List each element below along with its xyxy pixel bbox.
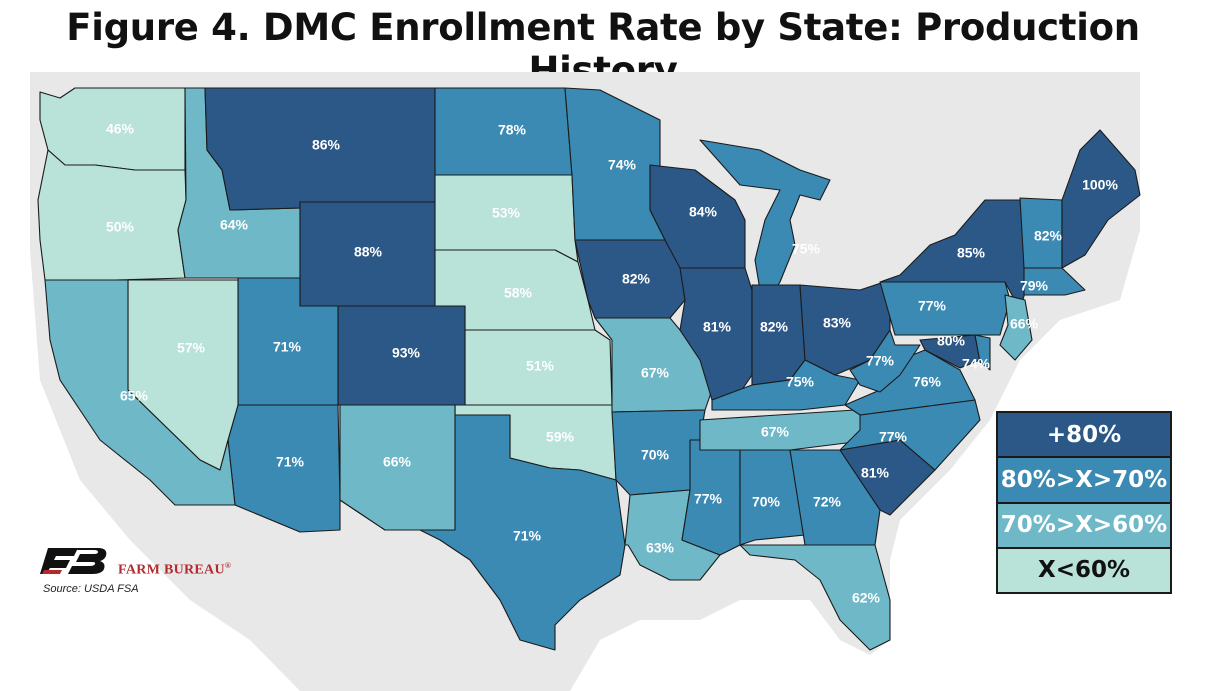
state-value-colorado: 93% xyxy=(392,345,421,361)
state-west-virginia xyxy=(849,329,921,393)
state-value-north-dakota: 78% xyxy=(498,122,527,138)
state-value-arizona: 71% xyxy=(276,454,305,470)
state-value-west-virginia: 77% xyxy=(866,353,895,369)
legend-item-4: X<60% xyxy=(998,548,1170,592)
state-value-maine: 100% xyxy=(1082,177,1118,193)
state-value-georgia: 72% xyxy=(813,494,842,510)
state-value-new-jersey: 66% xyxy=(1010,316,1039,332)
state-value-wisconsin: 84% xyxy=(689,204,718,220)
state-value-washington: 46% xyxy=(106,121,135,137)
state-value-idaho: 64% xyxy=(220,217,249,233)
state-value-virginia: 76% xyxy=(913,374,942,390)
state-value-michigan: 75% xyxy=(792,241,821,257)
state-value-illinois: 81% xyxy=(703,319,732,335)
state-delaware xyxy=(974,334,991,371)
legend: +80% 80%>X>70% 70%>X>60% X<60% xyxy=(996,411,1172,594)
state-value-alabama: 70% xyxy=(752,494,781,510)
state-value-ohio: 83% xyxy=(823,315,852,331)
state-oregon xyxy=(37,149,187,281)
state-maryland xyxy=(919,334,981,369)
state-value-indiana: 82% xyxy=(760,319,789,335)
state-value-florida: 62% xyxy=(852,590,881,606)
state-value-kansas: 51% xyxy=(526,358,555,374)
state-value-nebraska: 58% xyxy=(504,285,533,301)
state-california xyxy=(44,279,236,506)
state-value-oklahoma: 59% xyxy=(546,429,575,445)
farm-bureau-logo-icon xyxy=(40,548,107,574)
state-value-iowa: 82% xyxy=(622,271,651,287)
state-north-carolina xyxy=(839,399,981,471)
state-value-minnesota: 74% xyxy=(608,157,637,173)
source-note: Source: USDA FSA xyxy=(43,583,139,595)
farm-bureau-wordmark: FARM BUREAU® xyxy=(118,561,232,578)
state-value-new-mexico: 66% xyxy=(383,454,412,470)
state-kentucky xyxy=(711,359,861,411)
state-value-delaware: 74% xyxy=(962,356,991,372)
legend-item-3: 70%>X>60% xyxy=(998,503,1170,547)
state-new-jersey xyxy=(999,294,1033,361)
state-value-oregon: 50% xyxy=(106,219,135,235)
state-value-missouri: 67% xyxy=(641,365,670,381)
state-value-south-carolina: 81% xyxy=(861,465,890,481)
state-florida xyxy=(739,544,891,651)
state-value-arkansas: 70% xyxy=(641,447,670,463)
state-michigan xyxy=(699,139,831,291)
state-value-south-dakota: 53% xyxy=(492,205,521,221)
state-value-nevada: 57% xyxy=(177,340,206,356)
state-value-california: 65% xyxy=(120,388,149,404)
state-value-utah: 71% xyxy=(273,339,302,355)
state-georgia xyxy=(789,449,881,546)
state-connecticut xyxy=(1023,267,1086,296)
state-value-wyoming: 88% xyxy=(354,244,383,260)
map-title: Figure 4. DMC Enrollment Rate by State: … xyxy=(66,6,1140,92)
state-value-texas: 71% xyxy=(513,528,542,544)
state-value-vermont-new-hampshire: 82% xyxy=(1034,228,1063,244)
state-value-connecticut: 79% xyxy=(1020,278,1049,294)
state-value-montana: 86% xyxy=(312,137,341,153)
state-value-maryland: 80% xyxy=(937,333,966,349)
state-value-mississippi: 77% xyxy=(694,491,723,507)
state-value-louisiana: 63% xyxy=(646,540,675,556)
legend-item-2: 80%>X>70% xyxy=(998,458,1170,502)
state-value-new-york: 85% xyxy=(957,245,986,261)
state-value-kentucky: 75% xyxy=(786,374,815,390)
state-value-tennessee: 67% xyxy=(761,424,790,440)
state-alabama xyxy=(739,449,806,546)
state-new-mexico xyxy=(339,404,456,531)
state-maine xyxy=(1061,129,1141,269)
state-value-pennsylvania: 77% xyxy=(918,298,947,314)
legend-item-1: +80% xyxy=(998,413,1170,457)
state-value-north-carolina: 77% xyxy=(879,429,908,445)
